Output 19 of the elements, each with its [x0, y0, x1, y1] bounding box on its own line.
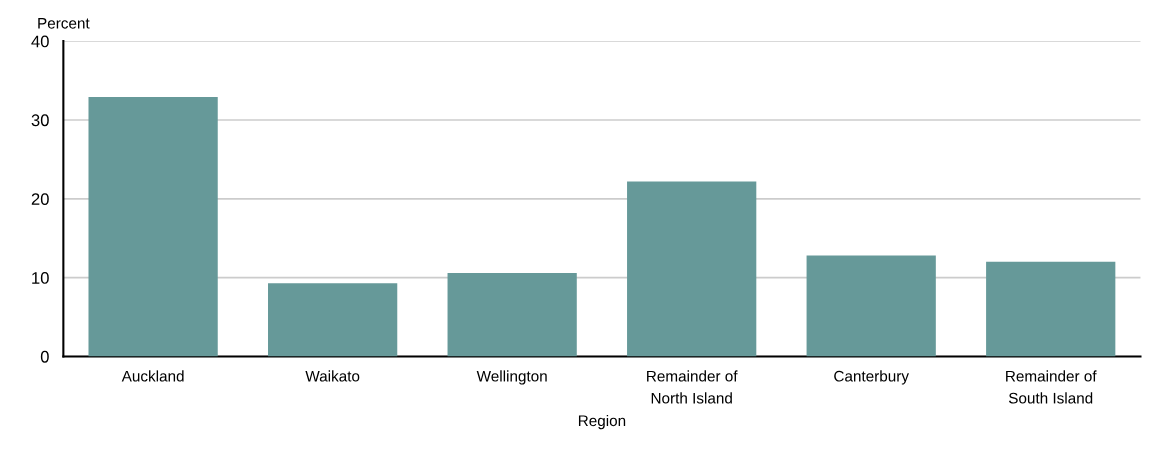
x-tick-label: Remainder of South Island	[1006, 370, 1097, 404]
x-axis-title: Region	[578, 414, 626, 430]
y-tick-label: 0	[40, 350, 49, 363]
x-tick-label: Remainder of North Island	[647, 370, 738, 404]
bar	[806, 255, 936, 357]
y-tick-label: 30	[31, 114, 49, 127]
bar	[627, 181, 757, 357]
y-tick-label: 20	[31, 193, 49, 205]
y-tick-label: 10	[32, 272, 49, 284]
y-tick-label: 40	[31, 35, 49, 48]
x-tick-label: Auckland	[121, 370, 184, 382]
bar	[986, 261, 1116, 357]
x-tick-label: Canterbury	[834, 370, 909, 385]
x-tick-label: Wellington	[476, 370, 547, 385]
bar	[88, 97, 218, 357]
y-axis-title: Percent	[38, 17, 90, 29]
x-tick-label: Waikato	[305, 370, 360, 382]
bar	[447, 272, 577, 357]
bar	[268, 283, 398, 357]
